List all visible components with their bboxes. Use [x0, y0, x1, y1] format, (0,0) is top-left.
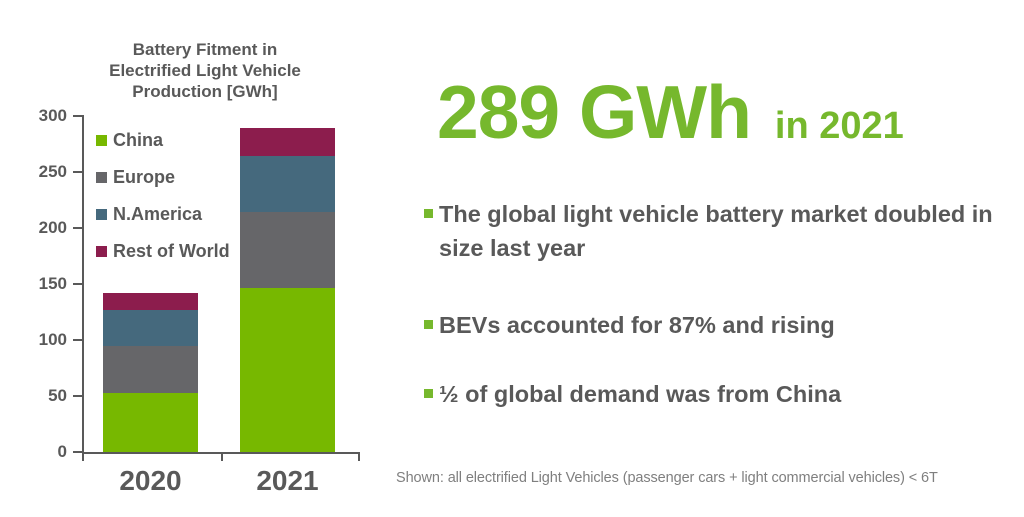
bar-segment-2020-china [103, 392, 198, 452]
legend-label: Europe [113, 166, 176, 187]
x-tick [82, 452, 84, 461]
bar-segment-2021-rest-of-world [240, 128, 335, 157]
headline-suffix: in 2021 [774, 105, 904, 147]
y-tick [73, 227, 82, 229]
x-category-label: 2021 [256, 465, 319, 496]
legend-swatch-icon [96, 171, 107, 183]
y-tick-label: 300 [38, 106, 67, 125]
headline-value: 289 GWh [437, 70, 752, 154]
y-tick-label: 0 [57, 442, 67, 461]
bar-segment-2021-china [240, 288, 335, 452]
legend-label: N.America [113, 203, 203, 224]
legend-item-china: China [96, 130, 163, 150]
x-category-label: 2020 [119, 465, 182, 496]
bar-segment-2020-europe [103, 345, 198, 393]
y-tick [73, 171, 82, 173]
y-tick [73, 451, 82, 453]
y-tick-label: 200 [38, 218, 67, 237]
bullet-text: BEVs accounted for 87% and rising [439, 312, 835, 338]
bullet-list: The global light vehicle battery market … [424, 197, 1016, 411]
footnote: Shown: all electrified Light Vehicles (p… [396, 470, 938, 486]
bullet-item: The global light vehicle battery market … [424, 197, 1016, 265]
bullet-square-icon [424, 389, 433, 398]
legend-item-europe: Europe [96, 167, 175, 187]
bullet-text: ½ of global demand was from China [439, 381, 842, 407]
bullet-square-icon [424, 209, 433, 218]
chart-title-line: Battery Fitment in [132, 40, 278, 59]
bar-segment-2020-rest-of-world [103, 292, 198, 310]
bullet-item: BEVs accounted for 87% and rising [424, 308, 1016, 342]
chart-title: Battery Fitment in Electrified Light Veh… [85, 39, 325, 102]
x-tick [221, 452, 223, 461]
y-tick [73, 395, 82, 397]
bullet-text: The global light vehicle battery market … [439, 201, 993, 261]
x-tick [358, 452, 360, 461]
y-tick-label: 50 [48, 386, 67, 405]
bullet-square-icon [424, 320, 433, 329]
legend-item-n-america: N.America [96, 204, 202, 224]
y-tick [73, 339, 82, 341]
y-tick [73, 283, 82, 285]
bullet-item: ½ of global demand was from China [424, 377, 1016, 411]
chart-title-line: Production [GWh] [132, 82, 278, 101]
chart-title-line: Electrified Light Vehicle [109, 61, 301, 80]
legend-label: China [113, 129, 164, 150]
y-axis-line [82, 115, 84, 454]
legend-swatch-icon [96, 134, 107, 146]
headline: 289 GWh in 2021 [437, 72, 904, 152]
y-tick-label: 150 [38, 274, 67, 293]
bar-segment-2021-n-america [240, 156, 335, 213]
legend-item-rest-of-world: Rest of World [96, 241, 230, 261]
y-tick-label: 250 [38, 162, 67, 181]
y-tick-label: 100 [38, 330, 67, 349]
bar-segment-2020-n-america [103, 309, 198, 346]
y-tick [73, 115, 82, 117]
legend-swatch-icon [96, 208, 107, 220]
legend-swatch-icon [96, 245, 107, 257]
bar-segment-2021-europe [240, 212, 335, 289]
legend-label: Rest of World [113, 240, 230, 261]
